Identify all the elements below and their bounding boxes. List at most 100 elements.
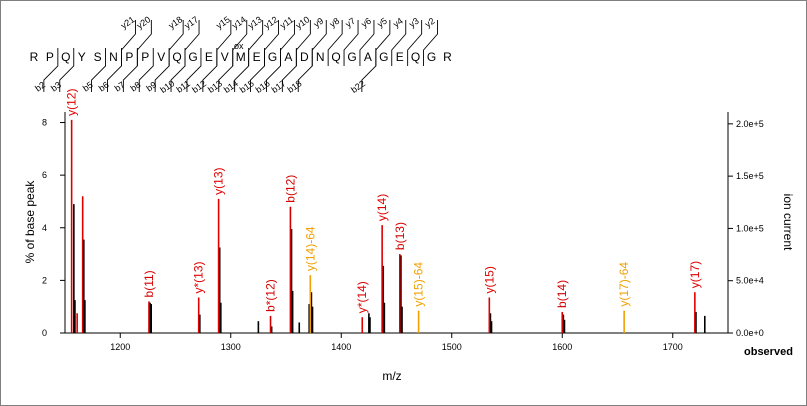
y-ion-label: y9 (312, 16, 326, 30)
peak-label: y*(14) (355, 281, 369, 313)
residue-g: G (188, 50, 197, 64)
residue-y: Y (78, 50, 86, 64)
residue-g: G (427, 50, 436, 64)
b-ion-marker (234, 48, 250, 92)
y-tick-label: 2 (42, 275, 47, 285)
b-ion-marker (297, 48, 313, 92)
modification-label: ox (234, 41, 244, 51)
peak-label: y(17)-64 (617, 262, 631, 307)
peak-label: y(13) (212, 167, 226, 194)
residue-g: G (268, 50, 277, 64)
b-ion-marker (43, 48, 59, 92)
residue-p: P (141, 50, 149, 64)
b-ion-label: b22 (349, 78, 367, 95)
b-ion-marker (202, 48, 218, 92)
b-ion-label: b18 (286, 78, 304, 95)
peak-label: b(11) (142, 270, 156, 297)
b-ion-marker (281, 48, 297, 92)
residue-e: E (396, 50, 404, 64)
y-tick-label: 4 (42, 223, 47, 233)
b-ion-marker (107, 48, 122, 92)
spectrum-plot: 0 2 4 6 8 0.0e+0 5.0e+4 1.0e+5 1.5e+5 2.0e+5 120… (23, 89, 795, 383)
y-ion-label: y12 (262, 14, 280, 31)
y-ion-label: y2 (423, 16, 437, 30)
y2-axis-label: ion current (781, 194, 795, 251)
residue-q: Q (172, 50, 181, 64)
y-ion-label: y10 (294, 14, 312, 31)
b-ion-marker (218, 48, 234, 92)
b-ion-marker (59, 48, 75, 92)
y-ion-label: y17 (183, 14, 201, 31)
residue-s: S (94, 50, 102, 64)
peak-labels: y(12) b(11) y*(13) y(13) b*(12) b(12) y(14)-64… (65, 89, 702, 314)
peak-label: b(12) (283, 175, 297, 203)
y-ion-label: y5 (375, 16, 389, 30)
peak-label: b(14) (555, 280, 569, 308)
residue-q: Q (411, 50, 420, 64)
residue-e: E (205, 50, 213, 64)
y-ion-label: y6 (359, 16, 373, 30)
b-ion-marker (154, 48, 170, 92)
y2-tick-label: 1.5e+5 (736, 171, 764, 181)
peak-label: y*(13) (192, 261, 206, 293)
b-ion-marker (91, 48, 106, 92)
y-ion-marker (391, 20, 407, 66)
residue-a: A (284, 50, 292, 64)
y-tick-label: 8 (42, 118, 47, 128)
b-ion-label: b5 (81, 80, 95, 94)
b-ion-marker (122, 48, 138, 92)
y2-tick-label: 1.0e+5 (736, 223, 764, 233)
x-tick-label: 1300 (221, 342, 241, 352)
residue-m: M (236, 50, 246, 64)
residue-v: V (221, 50, 229, 64)
b-ion-marker (361, 48, 377, 92)
y-axis-label: % of base peak (23, 180, 37, 264)
residue-q: Q (61, 50, 70, 64)
y2-axis-ticks: 0.0e+0 5.0e+4 1.0e+5 1.5e+5 2.0e+5 (728, 119, 764, 338)
x-tick-label: 1500 (442, 342, 462, 352)
residue-r: R (30, 50, 39, 64)
y-ion-label: y8 (328, 16, 342, 30)
y2-tick-label: 2.0e+5 (736, 119, 764, 129)
b-ion-label: b6 (97, 80, 111, 94)
x-tick-label: 1700 (663, 342, 683, 352)
peak-label: y(14)-64 (303, 226, 317, 271)
b-ion-label: b9 (144, 80, 158, 94)
y-tick-label: 0 (42, 328, 47, 338)
y2-tick-label: 5.0e+4 (736, 276, 764, 286)
peak-label: y(15)-64 (412, 262, 426, 307)
peak-label: y(12) (65, 89, 79, 116)
y-ion-marker (407, 20, 423, 66)
peak-label: y(14) (375, 194, 389, 221)
x-tick-label: 1600 (552, 342, 572, 352)
b-ion-marker (186, 48, 202, 92)
residue-p: P (46, 50, 54, 64)
residue-n: N (316, 50, 325, 64)
x-axis-label: m/z (382, 369, 401, 383)
observed-label: observed (744, 346, 793, 358)
y-ion-marker (359, 20, 375, 66)
x-tick-label: 1200 (110, 342, 130, 352)
b-ion-marker (170, 48, 186, 92)
peak-label: y(15) (482, 266, 496, 293)
y-ion-marker (327, 20, 343, 66)
peak-label: b(13) (393, 222, 407, 250)
residue-e: E (253, 50, 261, 64)
residue-n: N (109, 50, 118, 64)
residue-g: G (347, 50, 356, 64)
y-ion-label: y4 (391, 16, 405, 30)
residue-d: D (300, 50, 309, 64)
b-ion-marker (138, 48, 154, 92)
peak-label: b*(12) (264, 279, 278, 312)
y-ion-label: y7 (344, 16, 358, 30)
y-tick-label: 6 (42, 170, 47, 180)
residue-v: V (157, 50, 165, 64)
residue-a: A (364, 50, 372, 64)
peak-bars (70, 119, 706, 333)
b-ion-label: b3 (49, 80, 63, 94)
y-ion-marker (423, 20, 438, 66)
y-axis-ticks: 0 2 4 6 8 (42, 118, 65, 338)
y-ion-label: y3 (407, 16, 421, 30)
